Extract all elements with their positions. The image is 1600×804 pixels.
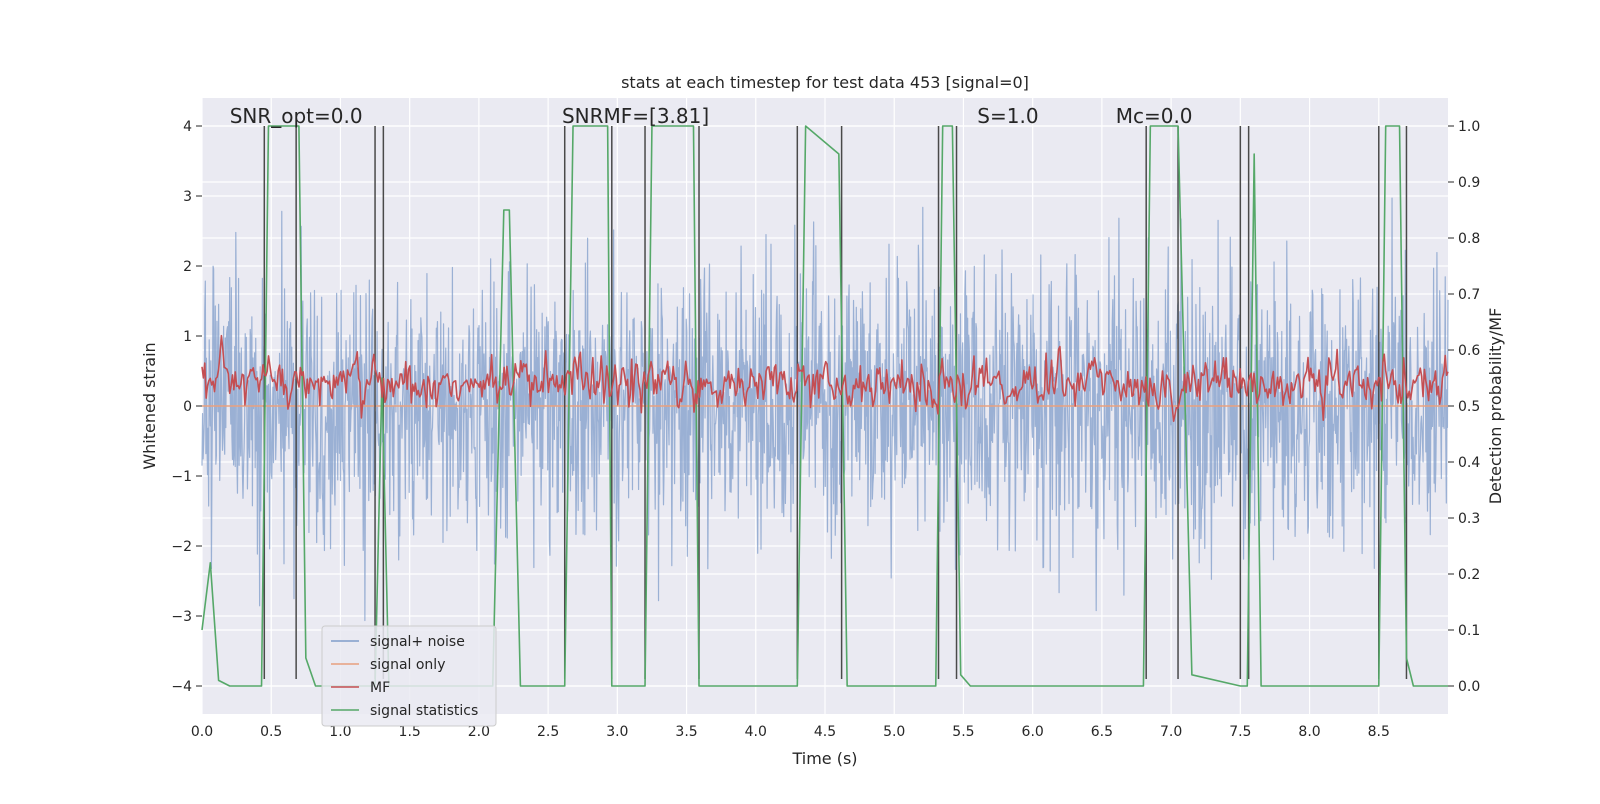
y-right-tick-label: 0.0 — [1458, 679, 1480, 695]
chart-title: stats at each timestep for test data 453… — [621, 73, 1029, 92]
y-left-tick-label: −1 — [171, 469, 192, 485]
x-tick-label: 8.0 — [1298, 724, 1320, 740]
x-tick-label: 7.0 — [1160, 724, 1182, 740]
legend-label-signal-only: signal only — [370, 657, 445, 673]
x-tick-label: 5.0 — [883, 724, 905, 740]
x-tick-label: 3.5 — [675, 724, 697, 740]
y-left-tick-label: 2 — [183, 259, 192, 275]
y-right-tick-label: 0.3 — [1458, 511, 1480, 527]
y-left-axis-label: Whitened strain — [140, 342, 159, 469]
y-right-tick-label: 0.7 — [1458, 287, 1480, 303]
x-tick-label: 0.5 — [260, 724, 282, 740]
y-left-tick-label: 1 — [183, 329, 192, 345]
y-left-axis-ticks: −4 −3 −2 −1 0 1 2 3 4 — [171, 119, 202, 695]
y-right-axis-label: Detection probability/MF — [1486, 308, 1505, 505]
y-left-tick-label: −3 — [171, 609, 192, 625]
x-tick-label: 1.5 — [399, 724, 421, 740]
annotations: SNR_opt=0.0 SNRMF=[3.81] S=1.0 Mc=0.0 — [230, 104, 1193, 128]
x-axis-label: Time (s) — [791, 749, 857, 768]
annotation-text: SNRMF=[3.81] — [562, 104, 709, 128]
event-markers — [263, 126, 1408, 679]
annotation-text: SNR_opt=0.0 — [230, 104, 363, 128]
y-left-tick-label: 0 — [183, 399, 192, 415]
y-left-tick-label: 4 — [183, 119, 192, 135]
legend-box — [321, 625, 497, 727]
x-tick-label: 6.0 — [1022, 724, 1044, 740]
series-mf — [201, 334, 1449, 422]
annotation-text: S=1.0 — [977, 104, 1038, 128]
y-right-tick-label: 0.2 — [1458, 567, 1480, 583]
x-tick-label: 0.0 — [191, 724, 213, 740]
y-right-axis-ticks: 0.0 0.1 0.2 0.3 0.4 0.5 0.6 0.7 0.8 0.9 1.0 — [1448, 119, 1480, 695]
x-tick-label: 2.0 — [468, 724, 490, 740]
y-right-tick-label: 0.8 — [1458, 231, 1480, 247]
annotation-text: Mc=0.0 — [1116, 104, 1193, 128]
x-tick-label: 6.5 — [1091, 724, 1113, 740]
x-tick-label: 4.0 — [745, 724, 767, 740]
x-tick-label: 7.5 — [1229, 724, 1251, 740]
x-axis-ticks: 0.0 0.5 1.0 1.5 2.0 2.5 3.0 3.5 4.0 4.5 5.0 5.5 6.0 6… — [191, 724, 1390, 740]
y-left-tick-label: 3 — [183, 189, 192, 205]
y-right-tick-label: 1.0 — [1458, 119, 1480, 135]
y-right-tick-label: 0.4 — [1458, 455, 1480, 471]
legend-label-mf: MF — [370, 680, 390, 696]
y-right-tick-label: 0.1 — [1458, 623, 1480, 639]
series-line-2 — [201, 334, 1449, 422]
x-tick-label: 4.5 — [814, 724, 836, 740]
y-left-tick-label: −2 — [171, 539, 192, 555]
legend-label-signal-noise: signal+ noise — [370, 634, 465, 650]
y-left-tick-label: −4 — [171, 679, 192, 695]
x-tick-label: 8.5 — [1368, 724, 1390, 740]
legend: signal+ noise signal only MF signal stat… — [321, 625, 497, 727]
y-right-tick-label: 0.5 — [1458, 399, 1480, 415]
y-right-tick-label: 0.6 — [1458, 343, 1480, 359]
x-tick-label: 5.5 — [952, 724, 974, 740]
y-right-tick-label: 0.9 — [1458, 175, 1480, 191]
x-tick-label: 1.0 — [329, 724, 351, 740]
legend-label-signal-statistics: signal statistics — [370, 703, 478, 719]
x-tick-label: 3.0 — [606, 724, 628, 740]
x-tick-label: 2.5 — [537, 724, 559, 740]
